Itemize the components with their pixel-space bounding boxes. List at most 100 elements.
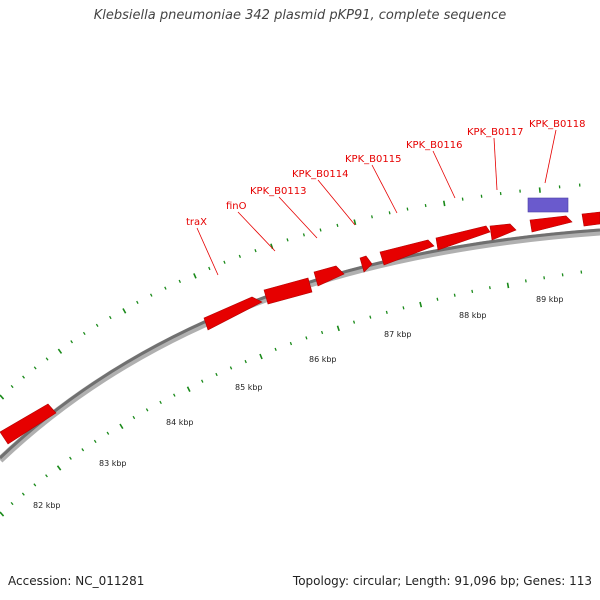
major-tick [506, 282, 510, 289]
kbp-label-83: 83 kbp [99, 459, 127, 468]
leader-line [432, 150, 456, 199]
minor-tick [453, 293, 456, 297]
minor-tick [436, 297, 439, 301]
minor-tick [145, 408, 149, 412]
minor-tick [10, 384, 14, 389]
gene-block-purple[interactable] [527, 197, 569, 213]
gene-arrow[interactable] [529, 215, 573, 233]
major-tick [186, 386, 191, 392]
kbp-label-82: 82 kbp [33, 501, 61, 510]
minor-tick [159, 400, 162, 405]
minor-tick [70, 340, 74, 344]
gene-arrow[interactable] [435, 225, 491, 251]
major-tick [0, 394, 5, 400]
minor-tick [286, 238, 289, 242]
leader-line [317, 179, 356, 226]
minor-tick [45, 357, 49, 361]
gene-arrow[interactable] [379, 239, 435, 266]
gene-arrow[interactable] [313, 265, 345, 287]
kbp-label-86: 86 kbp [309, 355, 337, 364]
minor-tick [385, 310, 388, 315]
minor-tick [178, 279, 182, 283]
minor-tick [208, 266, 211, 271]
minor-tick [320, 330, 324, 335]
gene-label-b0118: KPK_B0118 [529, 119, 585, 130]
kbp-label-84: 84 kbp [166, 418, 194, 427]
leader-line [278, 196, 318, 239]
gene-arrow[interactable] [0, 403, 57, 445]
minor-tick [95, 323, 99, 327]
gene-track [0, 211, 600, 445]
minor-tick [109, 315, 112, 320]
major-tick [353, 219, 357, 225]
minor-tick [336, 223, 339, 228]
minor-tick [150, 293, 153, 297]
minor-tick [21, 492, 25, 496]
minor-tick [424, 203, 427, 208]
major-tick [259, 353, 263, 360]
minor-tick [229, 366, 233, 370]
inner-tick-ring [0, 270, 583, 517]
outer-tick-ring [0, 183, 581, 400]
major-tick [119, 423, 124, 430]
minor-tick [274, 347, 277, 352]
gene-arrow[interactable] [203, 296, 263, 331]
minor-tick [201, 379, 204, 383]
gene-arrow[interactable] [359, 255, 373, 273]
kbp-label-89: 89 kbp [536, 295, 564, 304]
minor-tick [388, 211, 391, 215]
backbone-arc-shadow [0, 228, 600, 463]
summary-text: Topology: circular; Length: 91,096 bp; G… [292, 574, 592, 588]
minor-tick [305, 336, 308, 340]
major-tick [538, 187, 541, 193]
major-tick [122, 308, 127, 314]
minor-tick [106, 431, 110, 435]
major-tick [442, 200, 446, 207]
leader-line [371, 164, 398, 214]
major-tick [193, 273, 197, 279]
major-tick [57, 348, 63, 354]
backbone-arc [0, 228, 600, 460]
gene-label-b0113: KPK_B0113 [250, 186, 306, 197]
minor-tick [289, 341, 293, 346]
gene-arrow[interactable] [489, 223, 517, 241]
minor-tick [81, 448, 85, 452]
major-tick [56, 465, 62, 471]
gene-label-b0114: KPK_B0114 [292, 169, 348, 180]
gene-label-fino: finO [226, 201, 247, 212]
minor-tick [488, 286, 491, 290]
minor-tick [471, 289, 474, 293]
major-tick [419, 301, 423, 308]
gene-arrow[interactable] [263, 277, 313, 305]
kbp-label-88: 88 kbp [459, 311, 487, 320]
minor-tick [223, 260, 226, 264]
minor-tick [352, 320, 356, 324]
gene-label-b0116: KPK_B0116 [406, 140, 462, 151]
kbp-label-87: 87 kbp [384, 330, 412, 339]
minor-tick [524, 279, 527, 283]
minor-tick [82, 331, 86, 336]
minor-tick [302, 233, 305, 237]
minor-tick [254, 249, 257, 253]
gene-arrow[interactable] [581, 211, 600, 227]
minor-tick [33, 366, 37, 370]
leader-line [493, 137, 498, 191]
minor-tick [132, 415, 136, 420]
minor-tick [173, 393, 176, 397]
major-tick [0, 511, 5, 517]
leader-line [544, 129, 557, 184]
kbp-label-85: 85 kbp [235, 383, 263, 392]
label-leaders [196, 129, 557, 276]
minor-tick [33, 483, 37, 487]
minor-tick [164, 286, 167, 290]
minor-tick [369, 315, 372, 319]
leader-line [237, 211, 276, 252]
minor-tick [402, 306, 405, 310]
minor-tick [319, 228, 322, 232]
major-tick [336, 325, 340, 332]
minor-tick [215, 372, 218, 377]
gene-label-b0115: KPK_B0115 [345, 154, 401, 165]
gene-label-b0117: KPK_B0117 [467, 127, 523, 138]
minor-tick [244, 359, 247, 364]
